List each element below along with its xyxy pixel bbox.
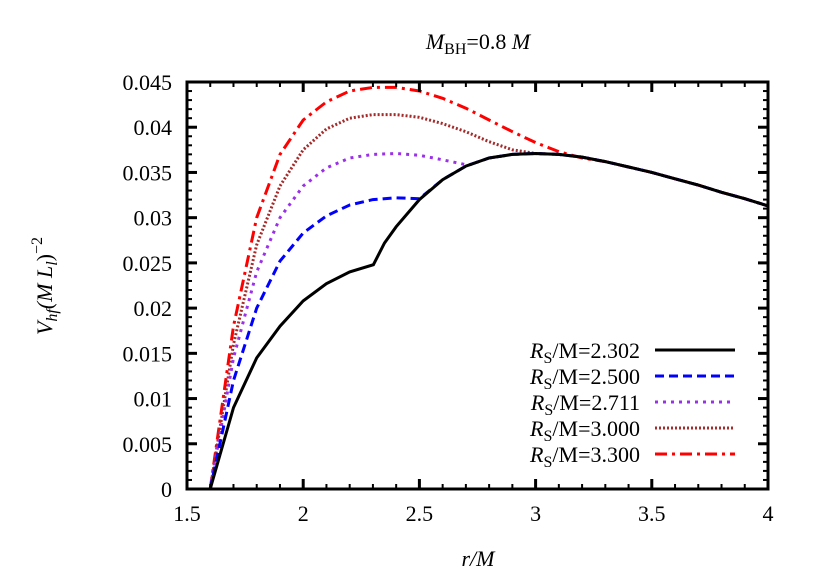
x-tick-label: 2.5 <box>406 501 434 526</box>
y-tick-label: 0.01 <box>134 387 173 412</box>
legend-label: RS/M=3.300 <box>529 442 640 471</box>
y-tick-label: 0.03 <box>134 206 173 231</box>
series-layer <box>208 85 769 490</box>
x-tick-label: 3.5 <box>638 501 666 526</box>
series-line <box>208 151 769 490</box>
legend-label: RS/M=2.500 <box>529 364 640 393</box>
y-tick-label: 0.015 <box>123 341 173 366</box>
plot-frame <box>185 80 770 491</box>
legend-label: RS/M=2.302 <box>529 338 640 367</box>
axis-ticks: 1.5 2 2.5 3 3.5 4 0 0.005 0.01 0.015 0.02 0.025 0.03… <box>123 70 774 526</box>
y-tick-label: 0.045 <box>123 70 173 95</box>
y-tick-label: 0 <box>161 477 172 502</box>
y-tick-label: 0.005 <box>123 432 173 457</box>
series-line <box>208 151 769 490</box>
y-tick-label: 0.035 <box>123 160 173 185</box>
legend-label: RS/M=3.000 <box>529 416 640 445</box>
x-tick-label: 4 <box>763 501 774 526</box>
y-tick-label: 0.025 <box>123 251 173 276</box>
y-axis-label: Vhf(M Ll)−2 <box>29 237 61 335</box>
y-tick-label: 0.04 <box>134 115 173 140</box>
series-line <box>208 151 769 490</box>
chart-title: MBH=0.8 M <box>425 29 532 58</box>
x-tick-label: 3 <box>530 501 541 526</box>
series-line <box>208 113 769 490</box>
x-tick-label: 2 <box>298 501 309 526</box>
legend-label: RS/M=2.711 <box>530 390 640 419</box>
x-tick-label: 1.5 <box>173 501 201 526</box>
legend: RS/M=2.302RS/M=2.500RS/M=2.711RS/M=3.000… <box>529 338 735 471</box>
y-tick-label: 0.02 <box>134 296 173 321</box>
x-axis-label: r/M <box>462 546 497 571</box>
